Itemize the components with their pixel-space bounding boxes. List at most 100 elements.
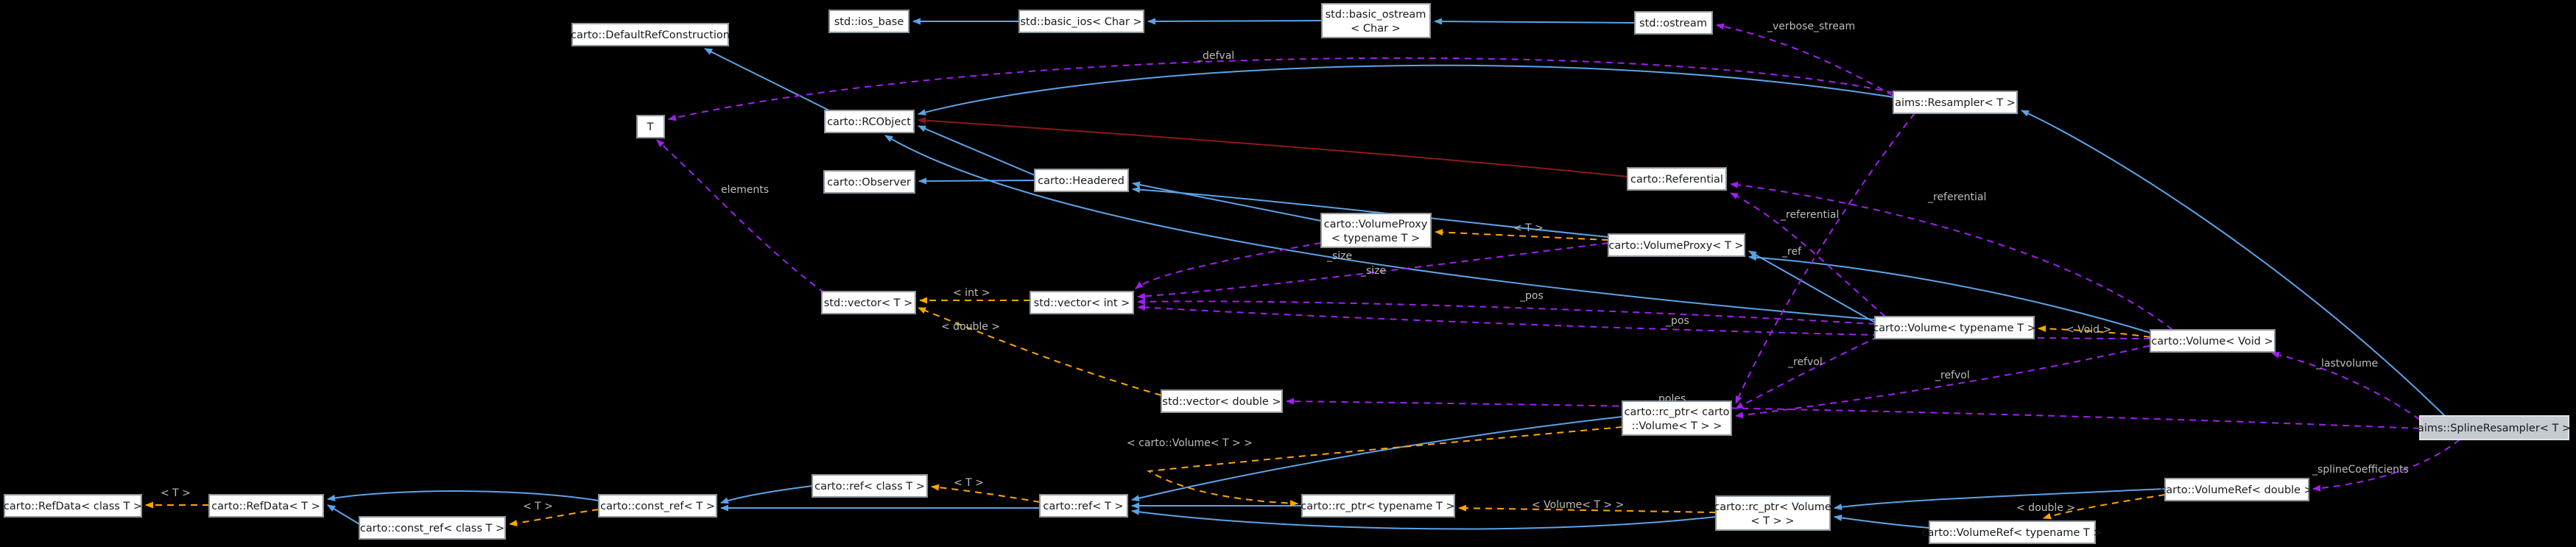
edge-referential-rcobject-private	[918, 117, 1628, 177]
node-volumeproxy-typename[interactable]: carto::VolumeProxy < typename T >	[1320, 213, 1432, 248]
edge-label-void: < Void >	[2066, 324, 2111, 336]
edge-label-verbose-stream: _verbose_stream	[1767, 21, 1855, 32]
edge-label-lastvolume: _lastvolume	[2315, 358, 2378, 370]
node-volume-void[interactable]: carto::Volume< Void >	[2150, 329, 2276, 353]
node-resampler[interactable]: aims::Resampler< T >	[1893, 91, 2018, 114]
node-volume-typename[interactable]: carto::Volume< typename T >	[1873, 316, 2036, 339]
node-box	[598, 494, 717, 518]
node-label: std::vector< int >	[1034, 297, 1130, 309]
edge-rcptrcartovolume-reft	[1131, 416, 1623, 502]
edge-volume-volumeproxyt	[1748, 250, 1876, 323]
node-vector-t[interactable]: std::vector< T >	[821, 291, 916, 314]
edge-rcptrvolume-rcptrtpl	[1458, 504, 1717, 513]
edge-label-t-volumeproxy: < T >	[1513, 222, 1544, 234]
edge-reft-refclass	[931, 484, 1041, 503]
edge-resampler-t-defval	[668, 57, 1894, 121]
node-box	[1634, 11, 1713, 35]
node-label: carto::const_ref< T >	[600, 501, 715, 512]
node-volumeref-double[interactable]: carto::VolumeRef< double >	[2160, 478, 2313, 501]
node-basic-ios[interactable]: std::basic_ios< Char >	[1018, 10, 1144, 33]
node-ostream[interactable]: std::ostream	[1634, 11, 1713, 35]
node-box	[2150, 329, 2276, 353]
edge-splineresampler-volumerefdouble-splinecoefficients	[2312, 439, 2460, 492]
edges	[145, 18, 2460, 530]
edge-label-t-constref: < T >	[523, 501, 553, 512]
node-box	[1627, 167, 1727, 191]
node-volumeproxy-t[interactable]: carto::VolumeProxy< T >	[1608, 233, 1745, 257]
node-box	[1715, 495, 1831, 531]
edge-splineresampler-volumevoid-lastvolume	[2271, 351, 2421, 420]
edge-volume-rcobject	[884, 135, 1876, 320]
edge-ostream-basicostream	[1434, 18, 1636, 25]
node-box	[1034, 169, 1129, 192]
edge-constrefclass-refdatat	[327, 504, 360, 525]
node-basic-ostream[interactable]: std::basic_ostream < Char >	[1321, 3, 1431, 38]
edge-label-refvol-1: _refvol	[1787, 356, 1823, 368]
edge-volumeproxyt-volumeproxytpl	[1435, 228, 1609, 241]
edge-label-int: < int >	[953, 287, 990, 299]
node-label-line1: std::basic_ostream	[1326, 9, 1426, 21]
node-ref-t[interactable]: carto::ref< T >	[1039, 494, 1128, 518]
node-label: std::ios_base	[834, 16, 904, 28]
node-label: carto::Referential	[1630, 174, 1723, 186]
node-label: aims::SplineResampler< T >	[2418, 423, 2571, 434]
node-volumeref-typename[interactable]: carto::VolumeRef< typename T >	[1921, 520, 2102, 544]
edge-volumereftpl-rcptrvolume	[1834, 514, 1930, 529]
node-vector-int[interactable]: std::vector< int >	[1030, 291, 1134, 314]
node-box	[824, 110, 915, 133]
node-box	[1929, 520, 2096, 544]
node-label: std::basic_ios< Char >	[1020, 16, 1141, 28]
node-label-line1: carto::rc_ptr< carto	[1625, 406, 1730, 418]
node-rcptr-volume[interactable]: carto::rc_ptr< Volume < T > >	[1714, 495, 1831, 531]
node-default-ref-construction[interactable]: carto::DefaultRefConstruction	[571, 23, 730, 46]
node-ref-class[interactable]: carto::ref< class T >	[812, 474, 928, 498]
node-box	[4, 494, 142, 518]
node-label: carto::DefaultRefConstruction	[571, 29, 730, 41]
edge-label-t-refdata: < T >	[161, 487, 191, 499]
edge-label-defval: _defval	[1197, 50, 1234, 62]
edge-label-splinecoefficients: _splineCoefficients	[2312, 464, 2409, 476]
node-headered[interactable]: carto::Headered	[1034, 169, 1129, 192]
node-refdata-t[interactable]: carto::RefData< T >	[208, 494, 324, 518]
edge-rcptrvolume-reft	[1131, 508, 1717, 530]
node-rcobject[interactable]: carto::RCObject	[824, 110, 915, 133]
node-rcptr-typename[interactable]: carto::rc_ptr< typename T >	[1301, 494, 1455, 518]
node-observer[interactable]: carto::Observer	[823, 170, 915, 194]
node-box	[1321, 3, 1431, 38]
edge-splineresampler-vectordouble-poles	[1286, 398, 2421, 429]
node-box	[2164, 478, 2309, 501]
edge-label-pos-1: _pos	[1519, 290, 1544, 302]
node-box	[1039, 494, 1128, 518]
edge-label-t-ref: < T >	[954, 477, 984, 489]
node-vector-double[interactable]: std::vector< double >	[1161, 389, 1283, 413]
edge-label-carto-volume-t: < carto::Volume< T > >	[1127, 437, 1253, 449]
edge-volumeproxyt-vectorint-size	[1137, 242, 1609, 300]
node-label-line1: carto::rc_ptr< Volume	[1714, 501, 1831, 513]
edge-label-double-volumeref: < double >	[2016, 502, 2075, 514]
node-label: carto::Volume< typename T >	[1873, 322, 2036, 334]
node-refdata-class[interactable]: carto::RefData< class T >	[4, 494, 142, 518]
node-rcptr-carto-volume[interactable]: carto::rc_ptr< carto ::Volume< T > >	[1622, 400, 1732, 436]
edge-headered-rcobject	[918, 125, 1035, 176]
edge-label-referential-2: _referential	[1927, 191, 1986, 203]
node-constref-class[interactable]: carto::const_ref< class T >	[359, 516, 506, 540]
edge-label-pos-2: _pos	[1665, 315, 1689, 327]
node-label: std::vector< T >	[824, 297, 913, 309]
node-box	[1161, 389, 1283, 413]
node-box	[828, 10, 909, 33]
node-template-t[interactable]: T	[636, 115, 665, 138]
node-box	[1030, 291, 1134, 314]
edge-resampler-rcobject	[918, 64, 1894, 116]
node-ios-base[interactable]: std::ios_base	[828, 10, 909, 33]
node-referential[interactable]: carto::Referential	[1627, 167, 1727, 191]
edge-volume-vectorint-pos	[1137, 298, 1876, 325]
node-constref-t[interactable]: carto::const_ref< T >	[598, 494, 717, 518]
node-label-line1: carto::VolumeProxy	[1324, 219, 1428, 230]
edge-resampler-rcptrcartovolume-ref	[1735, 113, 1915, 404]
node-spline-resampler[interactable]: aims::SplineResampler< T >	[2418, 415, 2571, 440]
node-label: carto::Volume< Void >	[2151, 336, 2273, 347]
edge-vectordouble-vectort	[918, 307, 1162, 396]
node-box	[208, 494, 324, 518]
edge-volumerefdouble-rcptrvolume	[1834, 488, 2166, 511]
